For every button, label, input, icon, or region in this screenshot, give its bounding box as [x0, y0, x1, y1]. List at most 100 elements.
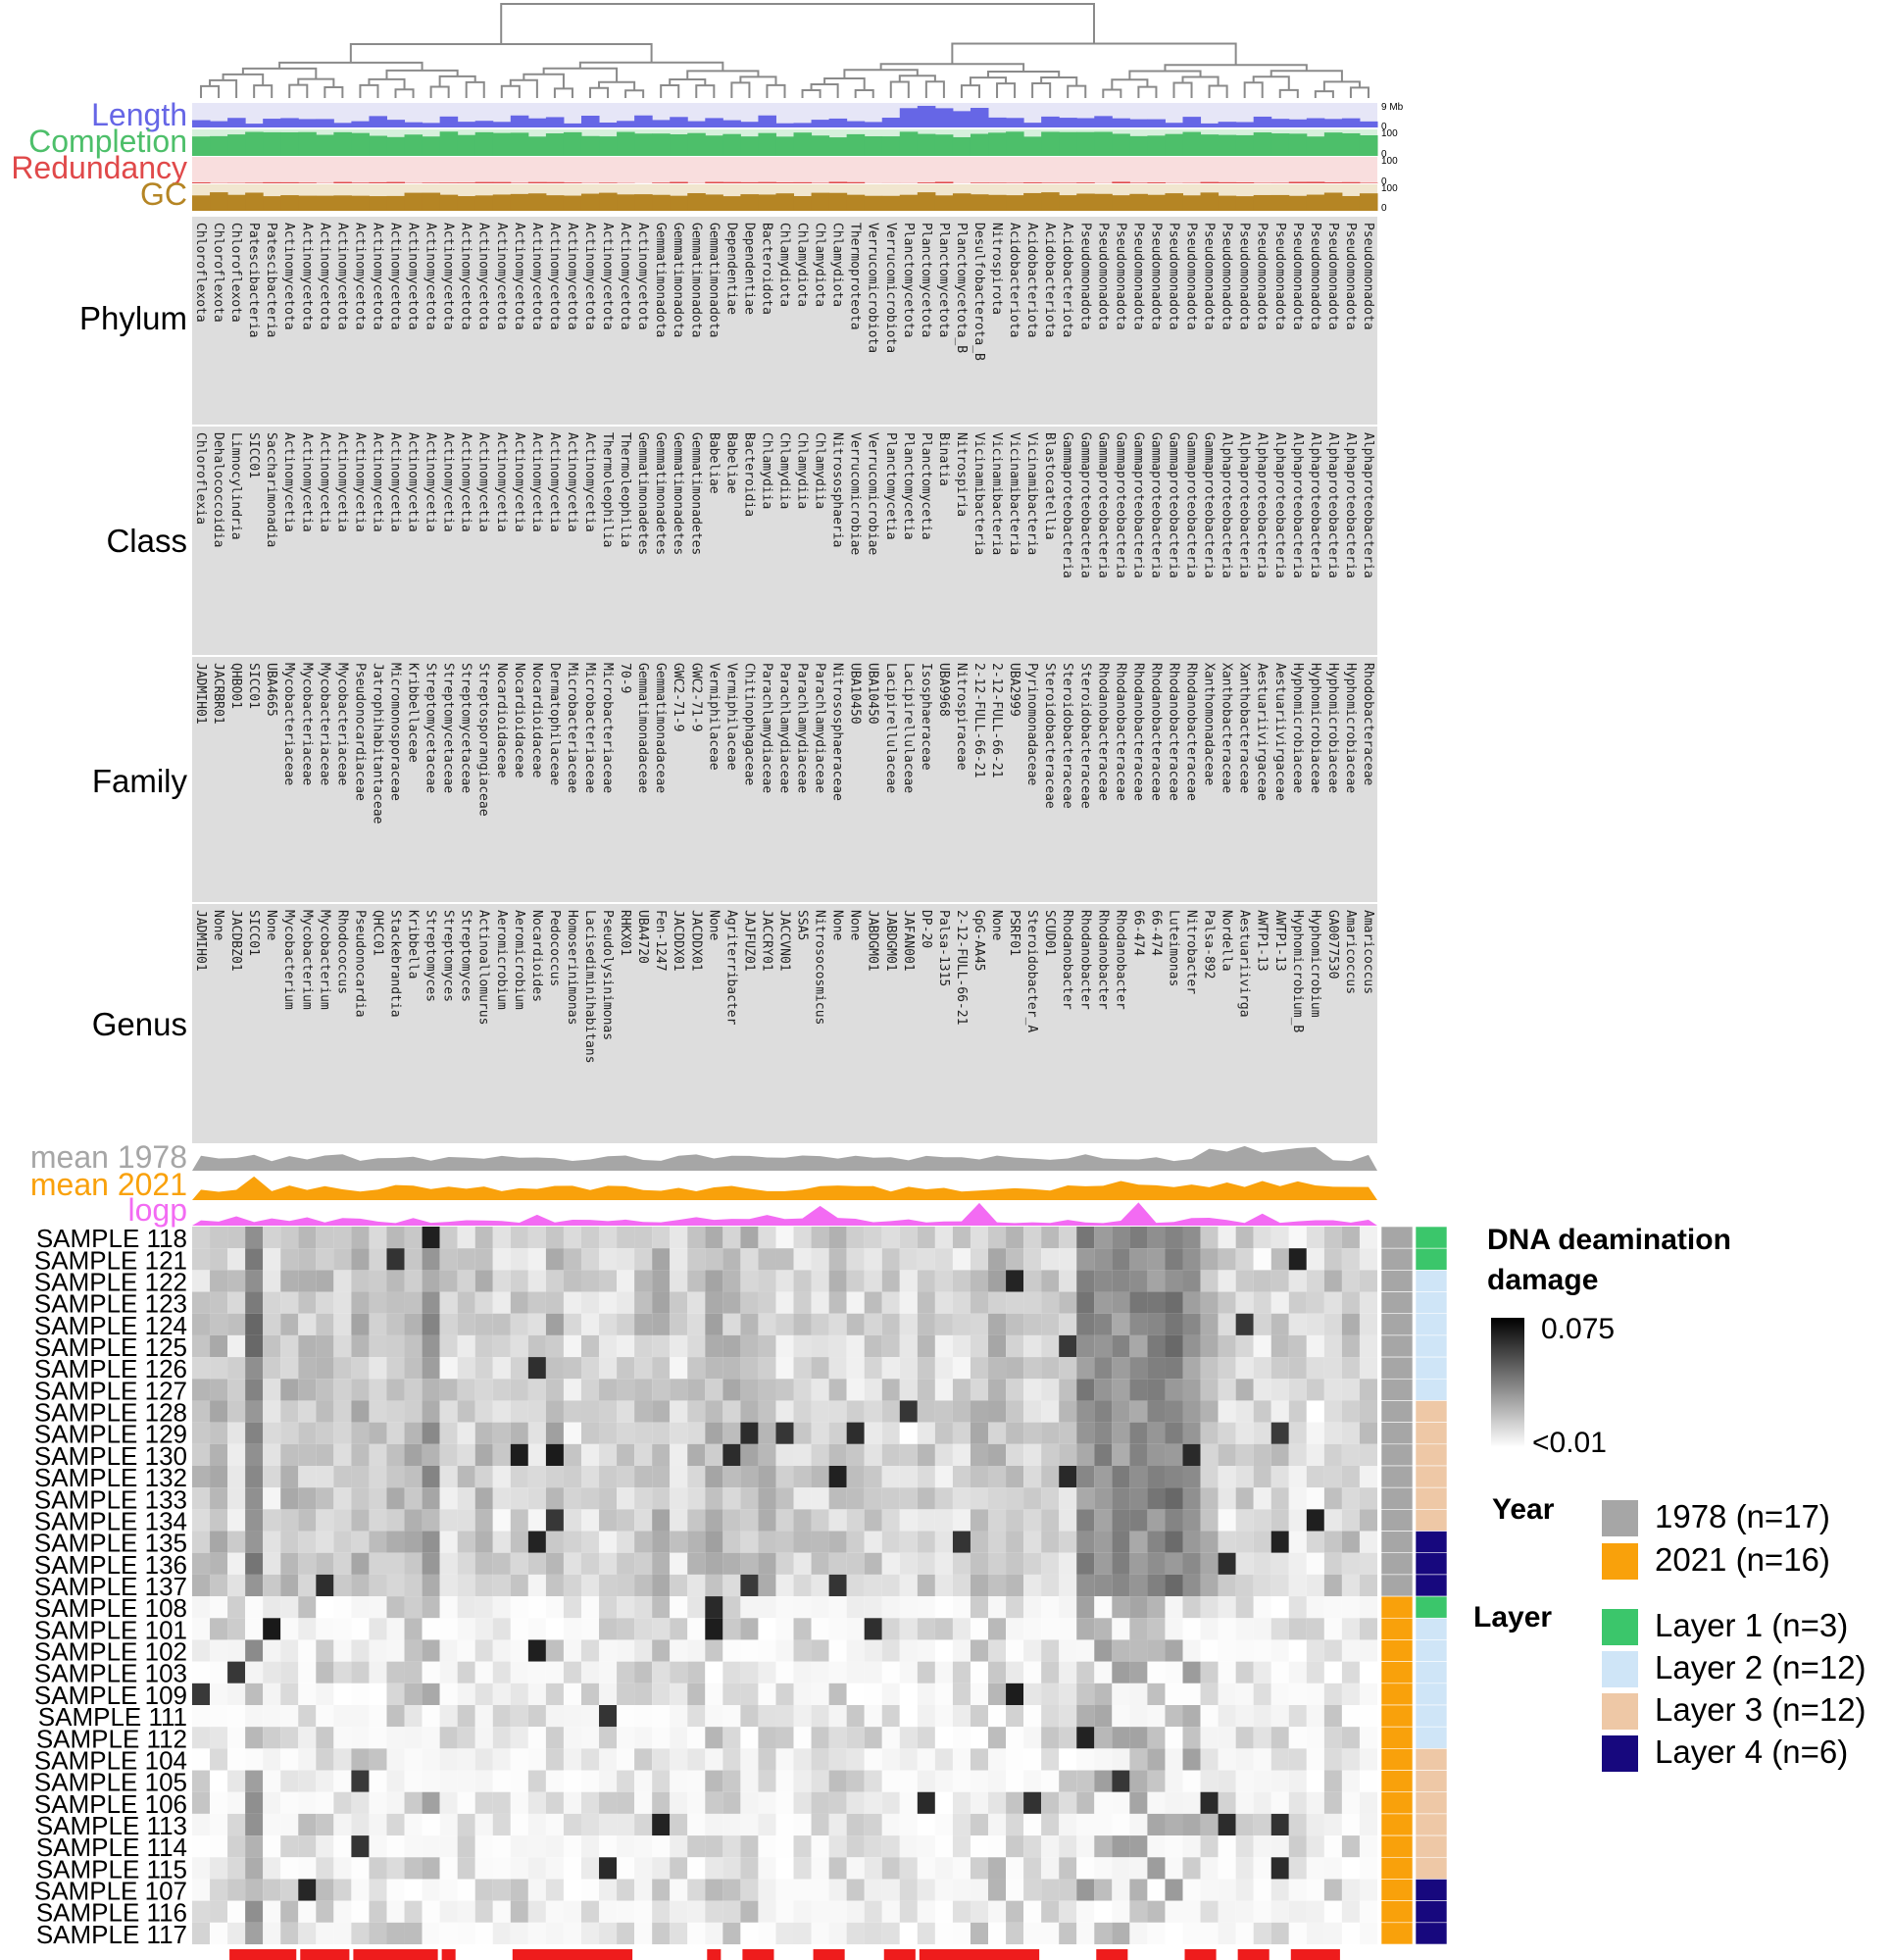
heatmap-cell	[881, 1422, 900, 1444]
heatmap-cell	[1129, 1857, 1148, 1880]
heatmap-cell	[369, 1791, 387, 1814]
phylum-tick-label: Gemmatimonadota	[653, 223, 668, 337]
heatmap-cell	[263, 1422, 281, 1444]
heatmap-cell	[563, 1313, 581, 1335]
heatmap-cell	[1165, 1487, 1183, 1510]
heatmap-cell	[952, 1727, 971, 1749]
heatmap-cell	[687, 1661, 706, 1684]
heatmap-cell	[1023, 1683, 1042, 1705]
heatmap-cell	[1235, 1879, 1254, 1901]
year-annotation-cell	[1380, 1531, 1414, 1554]
heatmap-cell	[634, 1552, 653, 1575]
heatmap-cell	[369, 1857, 387, 1880]
heatmap-cell	[580, 1379, 600, 1401]
heatmap-cell	[934, 1705, 953, 1728]
heatmap-cell	[670, 1552, 688, 1575]
gc-bar	[439, 194, 459, 211]
gc-track-label: GC	[140, 176, 187, 212]
heatmap-cell	[527, 1574, 546, 1597]
heatmap-cell	[563, 1531, 581, 1553]
heatmap-cell	[210, 1770, 228, 1792]
completion-bar	[1288, 133, 1308, 156]
heatmap-cell	[775, 1900, 794, 1923]
redundancy-bar	[722, 181, 741, 183]
heatmap-cell	[1253, 1552, 1271, 1575]
heatmap-cell	[1359, 1727, 1377, 1749]
heatmap-cell	[563, 1770, 581, 1792]
heatmap-cell	[316, 1596, 334, 1619]
heatmap-cell	[599, 1900, 618, 1923]
heatmap-cell	[952, 1791, 971, 1814]
heatmap-cell	[439, 1574, 458, 1597]
heatmap-cell	[527, 1248, 546, 1271]
heatmap-cell	[316, 1813, 334, 1836]
heatmap-cell	[1129, 1379, 1148, 1401]
heatmap-cell	[545, 1857, 564, 1880]
significance-bar	[707, 1949, 722, 1960]
heatmap-cell	[1147, 1596, 1166, 1619]
heatmap-cell	[474, 1227, 493, 1249]
heatmap-cell	[386, 1270, 405, 1292]
heatmap-cell	[952, 1748, 971, 1771]
heatmap-cell	[1200, 1813, 1219, 1836]
heatmap-cell	[722, 1313, 741, 1335]
heatmap-cell	[758, 1791, 776, 1814]
heatmap-cell	[298, 1661, 317, 1684]
heatmap-cell	[492, 1270, 511, 1292]
heatmap-cell	[1270, 1791, 1289, 1814]
heatmap-cell	[298, 1379, 317, 1401]
mean-1978-label: mean 1978	[30, 1139, 187, 1175]
heatmap-cell	[1288, 1357, 1307, 1380]
heatmap-cell	[298, 1313, 317, 1335]
year-annotation-cell	[1380, 1552, 1414, 1576]
phylum-tick-label: Gemmatimonadota	[688, 223, 703, 337]
heatmap-cell	[1059, 1727, 1077, 1749]
heatmap-cell	[1359, 1574, 1377, 1597]
heatmap-cell	[952, 1770, 971, 1792]
gc-bar	[1288, 195, 1308, 211]
heatmap-cell	[722, 1879, 741, 1901]
heatmap-cell	[1253, 1900, 1271, 1923]
heatmap-cell	[492, 1748, 511, 1771]
length-bar	[474, 121, 494, 127]
heatmap-cell	[386, 1835, 405, 1858]
heatmap-cell	[545, 1727, 564, 1749]
heatmap-cell	[1023, 1248, 1042, 1271]
heatmap-cell	[1323, 1422, 1342, 1444]
heatmap-cell	[1023, 1487, 1042, 1510]
heatmap-cell	[474, 1791, 493, 1814]
heatmap-cell	[740, 1900, 759, 1923]
completion-bar	[245, 131, 264, 156]
heatmap-cell	[687, 1531, 706, 1553]
heatmap-cell	[1306, 1509, 1324, 1532]
heatmap-cell	[1306, 1748, 1324, 1771]
heatmap-cell	[1094, 1770, 1113, 1792]
heatmap-cell	[846, 1879, 865, 1901]
heatmap-cell	[1306, 1357, 1324, 1380]
completion-bar	[705, 135, 723, 156]
heatmap-cell	[1094, 1748, 1113, 1771]
heatmap-cell	[1147, 1727, 1166, 1749]
heatmap-cell	[705, 1357, 723, 1380]
heatmap-cell	[722, 1379, 741, 1401]
family-tick-label: Xanthomonadaceae	[1202, 663, 1217, 785]
heatmap-cell	[263, 1705, 281, 1728]
length-bar	[1165, 123, 1184, 127]
heatmap-cell	[952, 1313, 971, 1335]
redundancy-bar	[1288, 181, 1308, 183]
heatmap-cell	[1218, 1357, 1236, 1380]
length-bar	[775, 123, 795, 127]
layer-annotation-cell	[1415, 1552, 1448, 1576]
heatmap-cell	[1147, 1400, 1166, 1423]
heatmap-cell	[970, 1727, 989, 1749]
genus-tick-label: None	[211, 910, 225, 940]
length-bar	[793, 123, 813, 127]
genus-tick-label: Pedococcus	[547, 910, 562, 986]
heatmap-cell	[1200, 1334, 1219, 1358]
heatmap-cell	[617, 1466, 635, 1488]
heatmap-cell	[192, 1227, 211, 1249]
heatmap-cell	[263, 1770, 281, 1792]
heatmap-cell	[1253, 1791, 1271, 1814]
dendrogram-branch	[359, 83, 379, 98]
heatmap-cell	[881, 1922, 900, 1944]
